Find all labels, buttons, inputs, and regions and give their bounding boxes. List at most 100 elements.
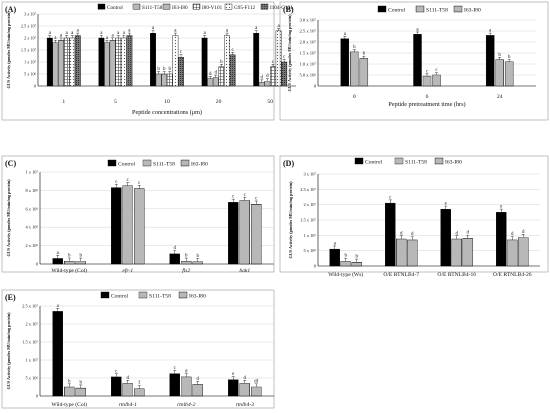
y-tick-label: 6 x 10⁶	[25, 206, 38, 211]
legend-entry: S111-T58	[153, 162, 175, 168]
data-label: a	[416, 27, 419, 32]
data-label: a	[111, 33, 114, 38]
bar	[485, 35, 495, 87]
data-label: d	[511, 232, 514, 237]
bar	[169, 253, 180, 265]
bar	[104, 42, 110, 87]
y-tick-label: 1.5 x 10⁷	[299, 51, 316, 56]
data-label: d	[174, 246, 177, 251]
data-label: b	[356, 255, 359, 260]
data-label: b	[80, 380, 83, 385]
bar	[150, 33, 156, 87]
y-tick-label: 8 x 10⁶	[25, 188, 38, 193]
legend-entry: S111-T58	[142, 5, 163, 11]
x-axis-label: Peptide pretreatment time (hrs)	[388, 101, 465, 108]
data-label: c	[138, 181, 141, 186]
x-tick-label: 6	[426, 94, 429, 100]
y-tick-label: 2.0 x 10⁷	[299, 40, 316, 45]
data-label: c	[115, 180, 118, 185]
y-tick-label: 1.5 x 10⁷	[300, 218, 316, 223]
bar	[69, 37, 76, 87]
y-tick-label: 1 x 10⁷	[25, 358, 38, 363]
data-label: e	[232, 372, 235, 377]
y-tick-label: 5 x 10⁶	[25, 376, 38, 381]
data-label: df	[254, 379, 259, 384]
legend-swatch	[434, 157, 444, 165]
y-axis-label: GUS Activity (pmoles MU/min/mg protein)	[6, 11, 11, 89]
data-label: d	[244, 376, 247, 381]
bar	[172, 35, 179, 87]
bar	[52, 42, 59, 87]
y-tick-label: 1.5 x 10⁷	[21, 48, 37, 53]
data-label: a	[128, 29, 131, 34]
bar	[253, 33, 260, 87]
y-tick-label: 4 x 10⁶	[25, 225, 38, 230]
legend-entry: Control	[365, 160, 383, 166]
bar	[351, 262, 362, 267]
x-tick-label: rtnlb4-2	[177, 402, 196, 408]
y-axis-label: GUS Activity (pmoles MU/min/mg protein)	[287, 14, 292, 92]
bar	[340, 261, 351, 267]
x-axis-label: Peptide concentrations (μm)	[132, 109, 202, 116]
bar	[258, 82, 265, 87]
bar	[52, 311, 63, 397]
data-label: d	[456, 231, 459, 236]
legend-swatch	[107, 159, 117, 167]
x-tick-label: 1	[62, 99, 65, 105]
y-tick-label: 2.5 x 10⁷	[21, 24, 37, 29]
y-tick-label: 2.5 x 10⁷	[299, 29, 316, 34]
data-label: a	[255, 26, 258, 31]
data-label: a	[203, 31, 206, 36]
panel-frame	[1, 1, 275, 121]
bar	[504, 61, 514, 87]
chart-panel-5: (E) 0 5 x 10⁶ 1 x 10⁷ 1.5 x 10⁷ 2 x 10⁷ 2.5 x …	[1, 289, 275, 409]
x-tick-label: 5	[114, 99, 117, 105]
bar	[350, 51, 359, 87]
legend-entry: I104-G121	[270, 5, 293, 11]
y-tick-label: 1.0 x 10⁷	[299, 62, 316, 67]
data-label: c	[426, 69, 429, 74]
bar	[115, 37, 122, 87]
y-tick-label: 2 x 10⁷	[25, 322, 38, 327]
data-label: b	[353, 45, 356, 50]
bar	[224, 35, 230, 87]
x-tick-label: O/E RTNLB4-26	[493, 272, 532, 278]
data-label: a	[123, 31, 126, 36]
data-label: b	[157, 67, 160, 72]
data-label: d	[467, 231, 470, 236]
panel-letter: (C)	[5, 159, 16, 168]
bar	[495, 59, 504, 87]
legend-swatch	[354, 157, 364, 165]
bar	[462, 238, 473, 267]
bar	[178, 57, 184, 87]
y-tick-label: 0	[314, 84, 317, 89]
panel-letter: (B)	[283, 5, 294, 14]
bar	[385, 202, 396, 267]
data-label: a	[174, 29, 177, 34]
bar	[228, 379, 239, 397]
data-label: e	[500, 205, 503, 210]
y-tick-label: 2 x 10⁷	[24, 36, 36, 41]
data-label: b	[163, 67, 166, 72]
bar	[109, 40, 116, 87]
x-tick-label: rtnlb4-1	[119, 402, 138, 408]
bar	[275, 30, 282, 87]
x-tick-label: Wild-type (Ws)	[328, 271, 363, 278]
y-tick-label: 1 x 10⁷	[303, 233, 316, 238]
data-label: a	[54, 36, 57, 41]
bar	[181, 261, 192, 265]
bar	[126, 35, 133, 87]
bar	[122, 383, 133, 397]
legend-entry: S111-T58	[426, 8, 448, 14]
data-label: a	[226, 29, 229, 34]
y-tick-label: 1 x 10⁷	[24, 60, 36, 65]
data-label: d	[127, 376, 130, 381]
panel-letter: (D)	[283, 159, 294, 168]
x-tick-label: Wild-type (Col)	[51, 401, 87, 408]
data-label: c	[180, 50, 183, 55]
bar	[58, 40, 64, 87]
legend-swatch	[180, 159, 190, 167]
data-label: d	[215, 71, 218, 76]
bar	[111, 187, 122, 265]
bar	[251, 203, 262, 265]
